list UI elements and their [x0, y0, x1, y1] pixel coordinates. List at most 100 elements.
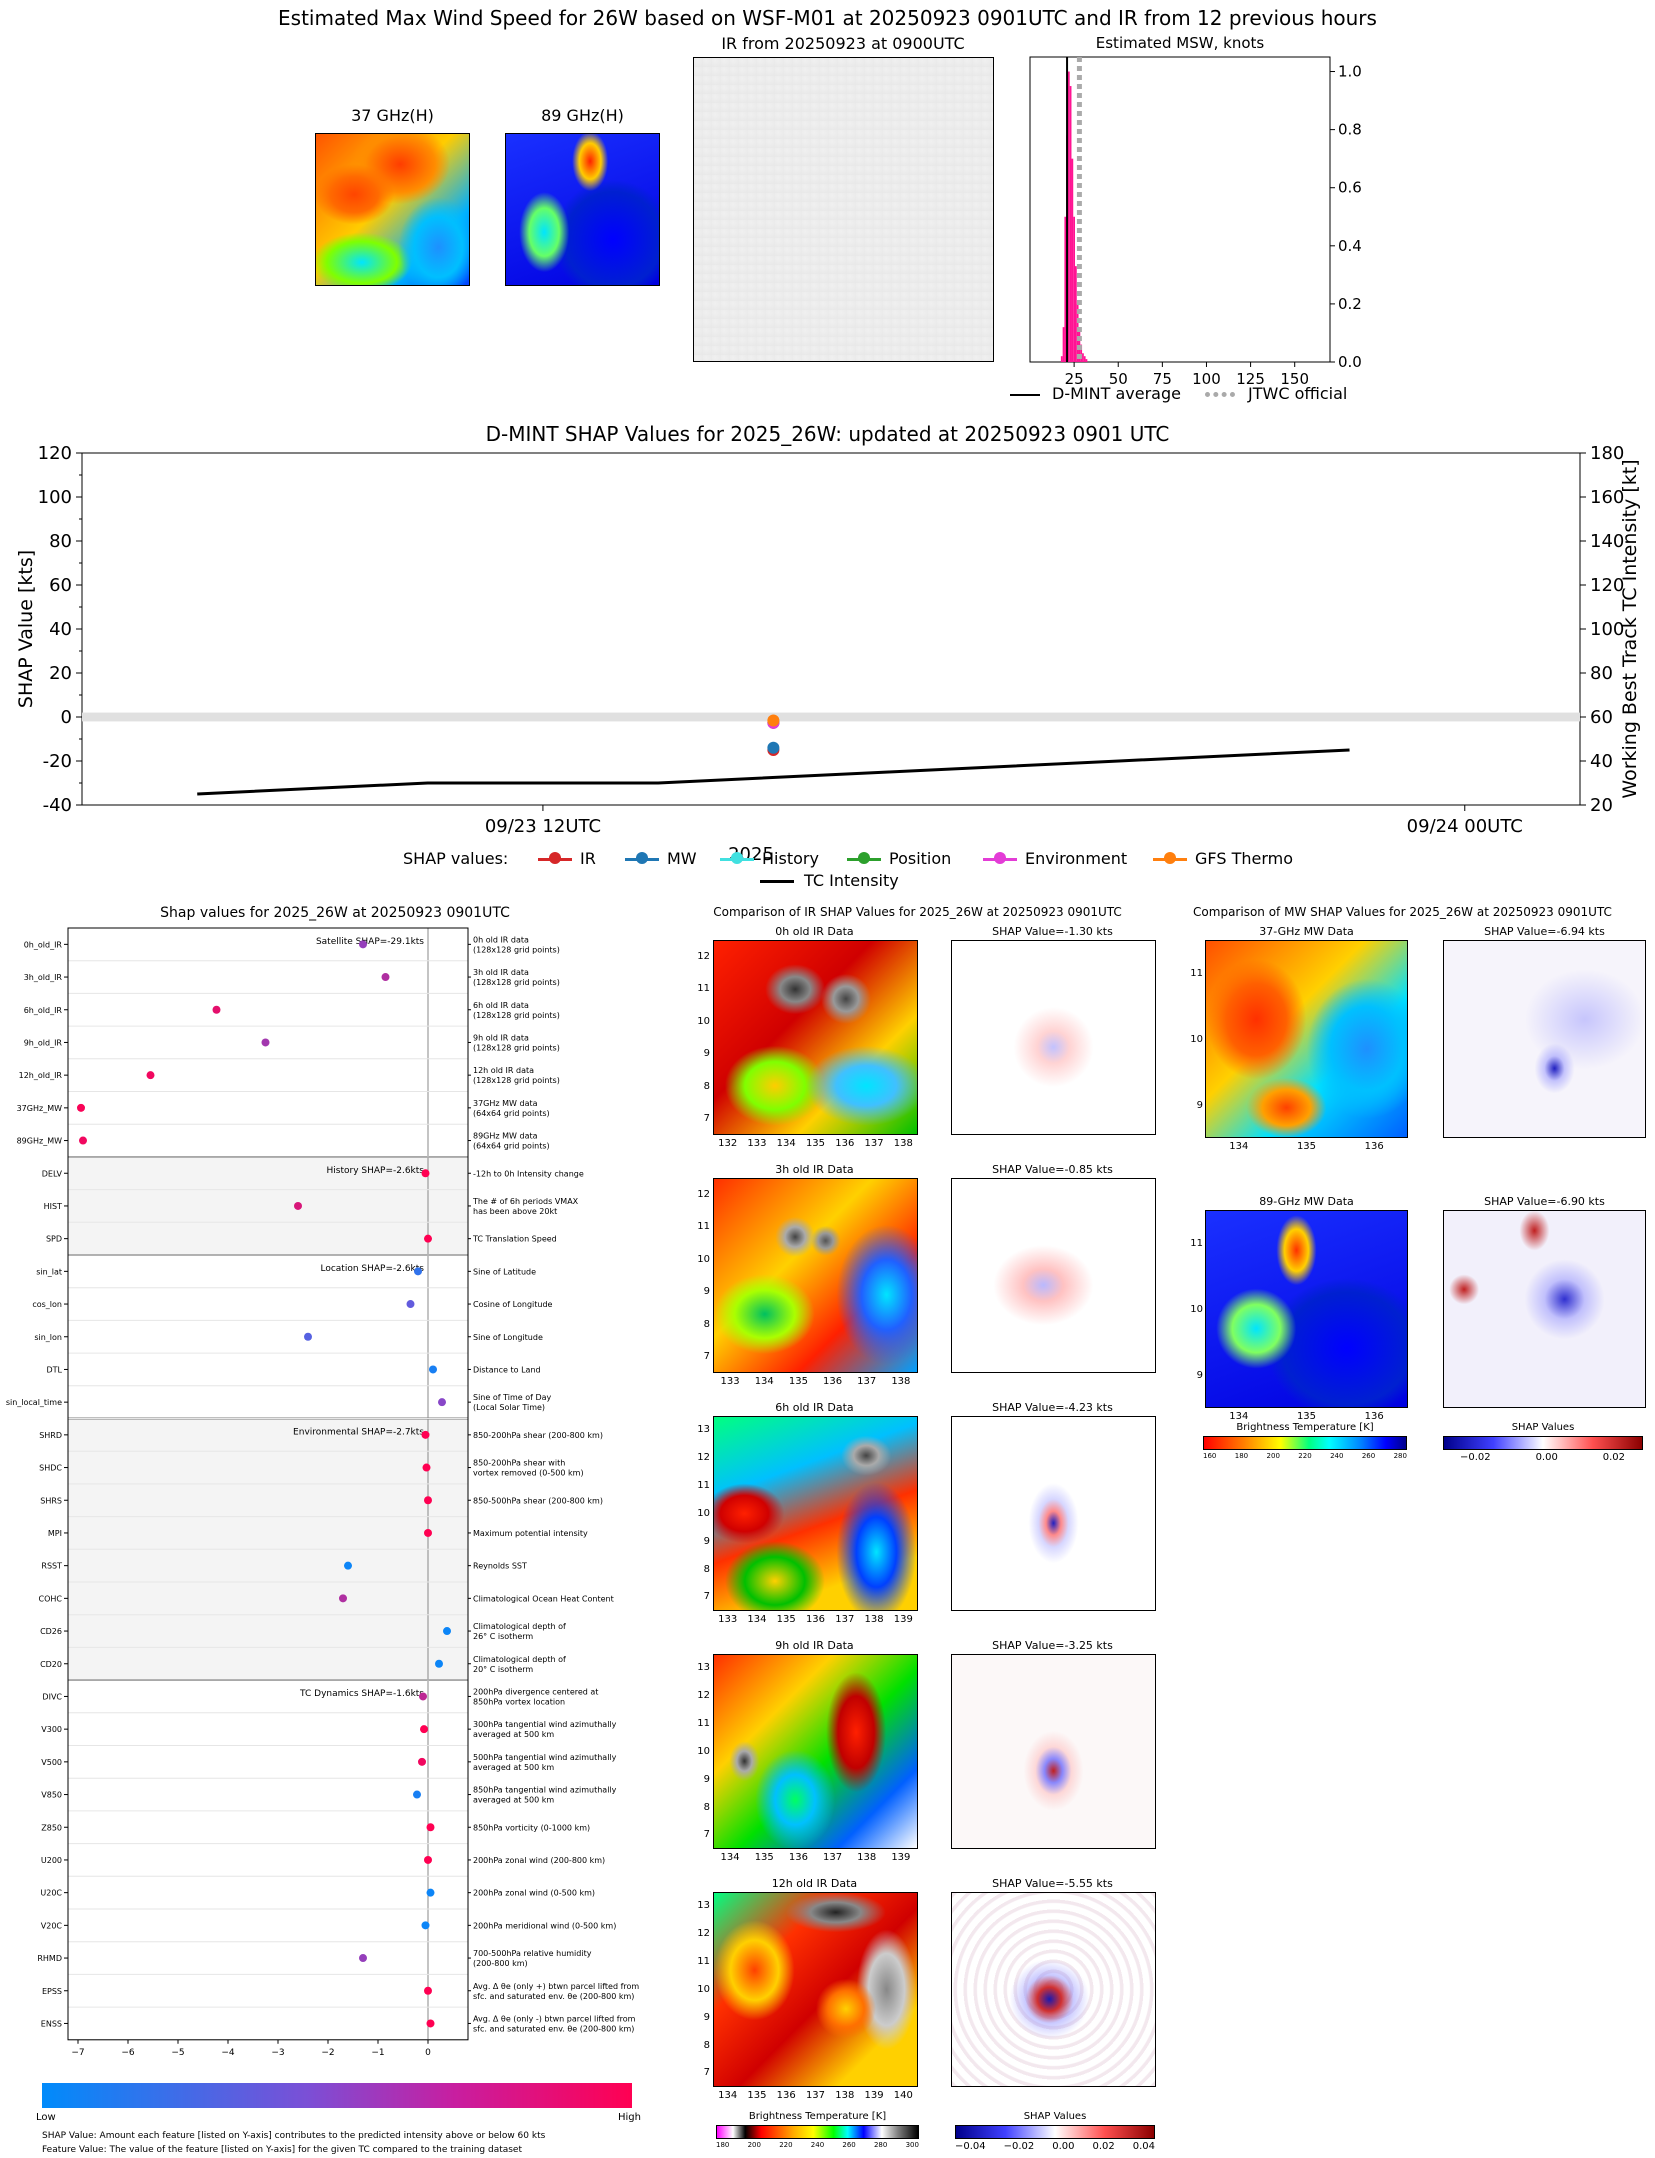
ir-ytick-label: 8 — [703, 1801, 710, 1813]
ir-cb-tick: 240 — [810, 2141, 825, 2149]
feature-name: RHMD — [37, 1954, 62, 1963]
ir-xticks: 133 134 135 136 137 138 139 — [713, 1614, 918, 1625]
hist-bar — [1078, 327, 1081, 362]
ir-ytick-label: 8 — [703, 2039, 710, 2051]
ir-cb-tick: 220 — [779, 2141, 793, 2149]
shap-dot — [426, 1888, 435, 1897]
ir-shap-label: SHAP Values — [1023, 2111, 1087, 2122]
xtick-label: −4 — [221, 2048, 235, 2058]
ir-xtick-label: 135 — [776, 1614, 796, 1625]
ir-ytick-label: 7 — [703, 1591, 710, 1603]
ir-shap-ticks: −0.04 −0.02 0.00 0.02 0.04 — [955, 2141, 1155, 2152]
ir-shap-image — [951, 1178, 1156, 1373]
feature-desc: 200hPa zonal wind (0-500 km) — [473, 1889, 595, 1898]
feature-desc: (Local Solar Time) — [473, 1403, 545, 1412]
ts-y2tick-label: 180 — [1590, 445, 1624, 464]
feature-desc: 850-200hPa shear (200-800 km) — [473, 1431, 603, 1440]
ir-xtick-label: 134 — [718, 2090, 738, 2101]
timeseries-title: D-MINT SHAP Values for 2025_26W: updated… — [485, 422, 1170, 446]
legend-label-history: History — [762, 849, 819, 868]
ts-y2tick-label: 80 — [1590, 663, 1613, 684]
legend-title: SHAP values: — [403, 849, 509, 868]
mw-data-image — [1205, 940, 1408, 1138]
feature-desc: averaged at 500 km — [473, 1796, 554, 1805]
ir-ytick-label: 10 — [697, 1745, 710, 1757]
feature-name: sin_lat — [36, 1267, 62, 1276]
xtick-label: −5 — [171, 2048, 184, 2058]
ir-xticks: 132 133 134 135 136 137 138 — [713, 1138, 918, 1149]
xtick-label: −1 — [371, 2048, 384, 2058]
ir-xtick-label: 136 — [776, 2090, 796, 2101]
feature-desc: (128x128 grid points) — [473, 978, 560, 987]
colorbar-high: High — [618, 2112, 641, 2123]
hist-bar — [1060, 356, 1063, 362]
shap-dot — [426, 1823, 435, 1832]
hist-ytick-label: 0.2 — [1338, 295, 1362, 313]
legend-label-ir: IR — [580, 849, 596, 868]
legend-label-environment: Environment — [1025, 849, 1128, 868]
ir-shap-image — [951, 1416, 1156, 1611]
legend-label-tc-intensity: TC Intensity — [804, 871, 899, 890]
feature-name: 3h_old_IR — [24, 973, 63, 982]
ir-xtick-label: 134 — [747, 1614, 767, 1625]
ts-y2tick-label: 120 — [1590, 575, 1624, 596]
feature-name: DIVC — [42, 1692, 62, 1701]
xtick-label: −7 — [71, 2048, 84, 2058]
ir-row-label: 3h old IR Data — [775, 1163, 854, 1176]
mw-yticks: 11 10 9 — [1189, 1210, 1203, 1408]
hist-bar — [1085, 359, 1088, 362]
ir-ytick-label: 11 — [697, 1718, 710, 1730]
shap-point-mw — [767, 741, 780, 754]
hist-bar — [1064, 216, 1067, 362]
shap-dot — [339, 1594, 347, 1603]
feature-desc: has been above 20kt — [473, 1207, 557, 1216]
colorbar-low: Low — [36, 2112, 56, 2123]
feature-name: 9h_old_IR — [24, 1038, 63, 1047]
legend-dot-gfs-thermo — [1164, 852, 1176, 864]
mw-cb-tick: 160 — [1203, 1452, 1217, 1460]
hist-bar — [1062, 327, 1065, 362]
mw-xtick-label: 134 — [1229, 1141, 1249, 1152]
feature-desc: (64x64 grid points) — [473, 1109, 550, 1118]
feature-desc: sfc. and saturated env. θe (200-800 km) — [473, 2024, 634, 2033]
feature-desc: 9h old IR data — [473, 1033, 529, 1042]
feature-name: MPI — [48, 1529, 62, 1538]
ir-xtick-label: 135 — [805, 1138, 826, 1149]
group-label: Location SHAP=-2.6kts — [320, 1264, 424, 1274]
hist-xtick-label: 25 — [1065, 370, 1084, 388]
ir-ytick-label: 8 — [703, 1080, 710, 1092]
feature-desc: Cosine of Longitude — [473, 1300, 553, 1309]
ir-bt-colorbar — [716, 2125, 919, 2139]
ir-shap-tick: −0.02 — [1003, 2141, 1035, 2152]
shap-dot — [421, 1169, 430, 1178]
ir-shap-image — [951, 940, 1156, 1135]
mw-cb-tick: 260 — [1361, 1452, 1376, 1460]
ir-ytick-label: 11 — [697, 1221, 710, 1233]
ir-shap-tick: 0.04 — [1132, 2141, 1155, 2152]
ts-y2label: Working Best Track TC Intensity [kt] — [1619, 459, 1641, 798]
group-label: TC Dynamics SHAP=-1.6kts — [299, 1689, 424, 1699]
ir-shap-label: SHAP Value=-3.25 kts — [992, 1639, 1113, 1652]
mw-cb-tick: 180 — [1234, 1452, 1249, 1460]
shap-point-gfs-thermo — [767, 714, 780, 727]
ir-xtick-label: 136 — [788, 1852, 808, 1863]
ir-xtick-label: 139 — [864, 2090, 884, 2101]
mw-yticks: 11 10 9 — [1189, 940, 1203, 1138]
ir-ytick-label: 12 — [697, 1928, 710, 1940]
feature-desc: averaged at 500 km — [473, 1730, 554, 1739]
legend-dot-history — [731, 852, 743, 864]
feature-desc: (200-800 km) — [473, 1959, 528, 1968]
ir-xtick-label: 133 — [720, 1376, 740, 1387]
hist-xtick-label: 75 — [1153, 370, 1172, 388]
feature-name: CD20 — [40, 1660, 62, 1669]
ir-xtick-label: 137 — [823, 1852, 843, 1863]
ir-xtick-label: 137 — [805, 2090, 826, 2101]
mw-bt-ticks: 160 180 200 220 240 260 280 — [1203, 1452, 1407, 1460]
shap-dot — [418, 1757, 426, 1766]
jtwc-legend-line — [1205, 392, 1235, 397]
hist-ylabel: Relative Prob — [1379, 160, 1380, 259]
ir-yticks: 13 12 11 10 9 8 7 — [696, 1654, 710, 1849]
ir-ytick-label: 10 — [697, 1983, 710, 1995]
feature-desc: (128x128 grid points) — [473, 1076, 560, 1085]
feature-name: 12h_old_IR — [19, 1071, 63, 1080]
